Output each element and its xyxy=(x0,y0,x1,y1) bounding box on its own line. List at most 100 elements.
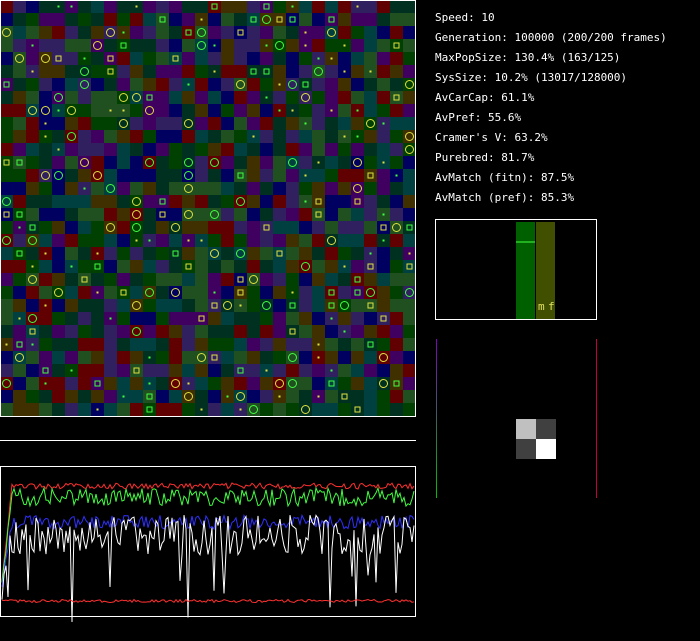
cell xyxy=(13,0,26,13)
cell xyxy=(325,377,338,390)
cell xyxy=(0,52,13,65)
cell xyxy=(286,325,299,338)
cell xyxy=(78,156,91,169)
cell xyxy=(312,117,325,130)
cell xyxy=(104,169,117,182)
cell xyxy=(377,26,390,39)
cell xyxy=(39,234,52,247)
cell xyxy=(325,91,338,104)
agent xyxy=(149,357,151,359)
cell xyxy=(260,104,273,117)
cell xyxy=(195,156,208,169)
cell xyxy=(351,156,364,169)
cell xyxy=(390,91,403,104)
cell xyxy=(156,286,169,299)
cell xyxy=(247,156,260,169)
cell xyxy=(130,182,143,195)
cell xyxy=(0,299,13,312)
cell xyxy=(195,104,208,117)
cell xyxy=(117,260,130,273)
cell xyxy=(364,195,377,208)
cell xyxy=(104,390,117,403)
cell xyxy=(390,117,403,130)
population-grid xyxy=(0,0,416,416)
cell xyxy=(39,390,52,403)
cell xyxy=(325,78,338,91)
cell xyxy=(247,169,260,182)
agent xyxy=(110,318,112,320)
cell xyxy=(117,338,130,351)
cell xyxy=(312,377,325,390)
cell xyxy=(78,286,91,299)
cell xyxy=(325,26,338,39)
cell xyxy=(169,325,182,338)
cell xyxy=(208,273,221,286)
cell xyxy=(364,39,377,52)
agent xyxy=(110,110,112,112)
cell xyxy=(26,286,39,299)
cell xyxy=(78,325,91,338)
cell xyxy=(39,221,52,234)
cell xyxy=(39,104,52,117)
cell xyxy=(65,78,78,91)
cell xyxy=(182,286,195,299)
cell xyxy=(143,364,156,377)
cell xyxy=(273,403,286,416)
cell xyxy=(221,208,234,221)
cell xyxy=(143,130,156,143)
cell xyxy=(156,143,169,156)
cell xyxy=(377,390,390,403)
match-cell xyxy=(536,419,556,439)
cell xyxy=(299,130,312,143)
cell xyxy=(247,117,260,130)
cell xyxy=(247,182,260,195)
cell xyxy=(52,26,65,39)
cell xyxy=(169,338,182,351)
cell xyxy=(390,143,403,156)
cell xyxy=(91,325,104,338)
cell xyxy=(26,299,39,312)
cell xyxy=(78,234,91,247)
cell xyxy=(403,208,416,221)
cell xyxy=(104,78,117,91)
cell xyxy=(338,221,351,234)
cell xyxy=(364,286,377,299)
cell xyxy=(195,260,208,273)
cell xyxy=(78,130,91,143)
cell xyxy=(52,91,65,104)
cell xyxy=(351,39,364,52)
cell xyxy=(130,247,143,260)
cell xyxy=(221,0,234,13)
cell xyxy=(299,351,312,364)
cell xyxy=(104,182,117,195)
cell xyxy=(286,182,299,195)
agent xyxy=(227,396,229,398)
cell xyxy=(299,104,312,117)
cell xyxy=(130,325,143,338)
cell xyxy=(52,325,65,338)
cell xyxy=(104,0,117,13)
cell xyxy=(130,78,143,91)
cell xyxy=(78,377,91,390)
agent xyxy=(97,292,99,294)
cell xyxy=(273,208,286,221)
cell xyxy=(312,403,325,416)
cell xyxy=(247,260,260,273)
cell xyxy=(182,65,195,78)
cell xyxy=(156,13,169,26)
cell xyxy=(234,208,247,221)
cell xyxy=(117,234,130,247)
cell xyxy=(377,65,390,78)
cell xyxy=(13,390,26,403)
cell xyxy=(286,299,299,312)
cell xyxy=(299,312,312,325)
cell xyxy=(247,65,260,78)
agent xyxy=(214,71,216,73)
cell xyxy=(52,221,65,234)
cell xyxy=(338,338,351,351)
cell xyxy=(299,364,312,377)
agent xyxy=(279,110,281,112)
cell xyxy=(26,156,39,169)
cell xyxy=(247,234,260,247)
agent xyxy=(318,396,320,398)
